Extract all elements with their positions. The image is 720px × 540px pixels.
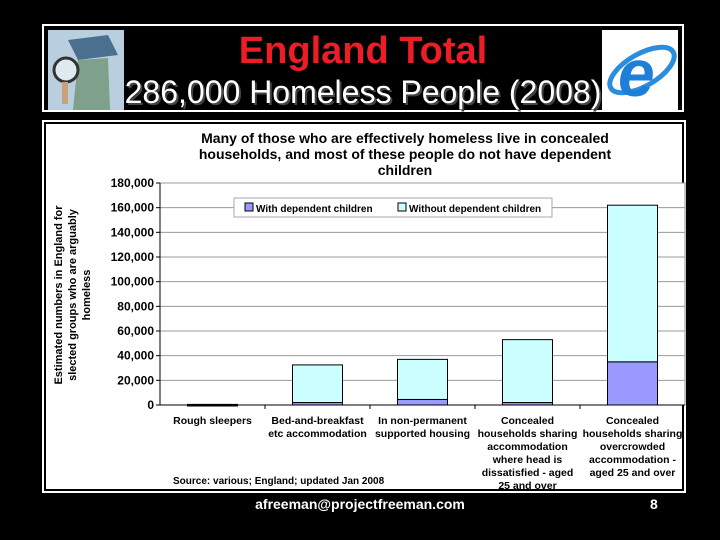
- y-axis-label-line: homeless: [81, 270, 93, 321]
- internet-explorer-logo-icon: e: [602, 30, 678, 110]
- detective-magnifier-image: [48, 30, 124, 110]
- y-tick-label: 80,000: [117, 299, 154, 313]
- y-tick-label: 0: [147, 398, 154, 412]
- bar-segment: [397, 358, 448, 400]
- legend-swatch: [397, 202, 407, 212]
- x-category-label: Concealed: [606, 415, 659, 427]
- chart-title-line: households, and most of these people do …: [199, 146, 612, 162]
- x-category-label: Bed-and-breakfast: [271, 415, 364, 427]
- page-number: 8: [650, 496, 658, 512]
- legend-label: Without dependent children: [409, 204, 541, 215]
- x-category-label: 25 and over: [498, 480, 556, 492]
- bar-segment: [607, 204, 658, 363]
- bar-segment: [292, 364, 343, 404]
- slide-header: England Total 286,000 Homeless People (2…: [42, 24, 684, 112]
- chart-title-line: Many of those who are effectively homele…: [201, 130, 609, 146]
- y-tick-label: 140,000: [111, 225, 155, 239]
- y-axis-label-line: Estimated numbers in England for: [53, 205, 65, 385]
- x-category-label: aged 25 and over: [590, 467, 676, 479]
- bar-segment: [502, 339, 553, 404]
- bar-segment: [397, 398, 448, 406]
- x-category-label: Rough sleepers: [173, 415, 252, 427]
- y-axis-label-line: slected groups who are arguably: [67, 208, 79, 381]
- y-tick-label: 40,000: [117, 349, 154, 363]
- x-category-label: where head is: [492, 454, 563, 466]
- y-tick-label: 100,000: [111, 275, 155, 289]
- x-category-label: households sharing: [478, 428, 578, 440]
- y-tick-label: 120,000: [111, 250, 155, 264]
- chart-title-line: children: [378, 162, 432, 178]
- chart-source-note: Source: various; England; updated Jan 20…: [173, 476, 385, 487]
- slide-subtitle: 286,000 Homeless People (2008): [124, 74, 602, 110]
- bar-segment: [607, 361, 658, 406]
- y-tick-label: 20,000: [117, 373, 154, 387]
- x-category-label: Concealed: [501, 415, 554, 427]
- bar-segment: [187, 403, 238, 406]
- x-category-label: dissatisfied - aged: [482, 467, 574, 479]
- svg-text:e: e: [618, 36, 655, 110]
- x-category-label: supported housing: [375, 428, 470, 440]
- legend-box: [233, 197, 553, 218]
- legend-label: With dependent children: [256, 204, 373, 215]
- y-tick-label: 60,000: [117, 324, 154, 338]
- y-tick-label: 160,000: [111, 201, 155, 215]
- x-category-label: overcrowded: [600, 441, 665, 453]
- x-category-label: accommodation: [487, 441, 568, 453]
- x-category-label: accommodation -: [589, 454, 676, 466]
- x-category-label: In non-permanent: [378, 415, 467, 427]
- legend-swatch: [244, 202, 254, 212]
- x-category-label: etc accommodation: [268, 428, 367, 440]
- y-tick-label: 180,000: [111, 176, 155, 190]
- slide-title: England Total: [238, 30, 488, 72]
- footer-email: afreeman@projectfreeman.com: [255, 496, 465, 512]
- x-category-label: households sharing: [583, 428, 683, 440]
